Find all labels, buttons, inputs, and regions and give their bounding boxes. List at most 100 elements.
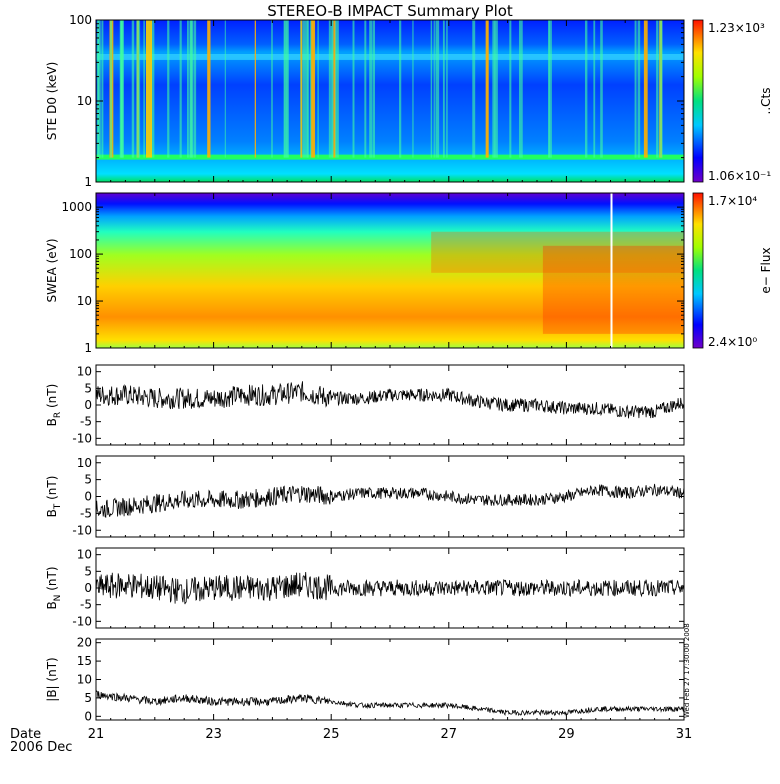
date-label: Date	[10, 727, 41, 742]
y-tick-label: 10	[77, 548, 92, 562]
y-tick-label: 10	[77, 673, 92, 687]
y-tick-label: -10	[72, 431, 92, 445]
ste-burst-streak	[110, 20, 113, 158]
y-tick-label: 0	[84, 581, 92, 595]
colorbar-max-label: 1.23×10³	[708, 21, 765, 35]
ste-burst-streak	[286, 20, 289, 158]
ste-burst-streak	[224, 20, 226, 158]
colorbar-title: e− Flux	[759, 247, 773, 293]
colorbar	[692, 19, 704, 183]
ste-burst-streak	[145, 20, 152, 158]
y-axis-label: STE D0 (keV)	[45, 62, 59, 141]
y-tick-label: 10	[77, 365, 92, 379]
ste-burst-streak	[509, 20, 512, 158]
ste-lower-cutoff	[96, 154, 684, 160]
ste-burst-streak	[121, 20, 123, 158]
y-tick-label: 1	[84, 341, 92, 355]
date-label-year-month: 2006 Dec	[10, 740, 72, 755]
y-tick-label: 5	[84, 473, 92, 487]
ste-burst-streak	[442, 20, 445, 158]
ste-burst-streak	[97, 20, 101, 158]
y-axis-label: BT (nT)	[45, 476, 63, 518]
y-tick-label: 20	[77, 636, 92, 650]
y-tick-label: 15	[77, 654, 92, 668]
y-axis-label: SWEA (eV)	[45, 238, 59, 302]
y-axis-label: BN (nT)	[45, 566, 63, 609]
y-tick-label: -5	[80, 506, 92, 520]
y-tick-label: 5	[84, 381, 92, 395]
ste-burst-streak	[136, 20, 141, 158]
swea-enhancement	[431, 231, 684, 273]
plot-title: STEREO-B IMPACT Summary Plot	[267, 2, 513, 20]
colorbar-min-label: 2.4×10⁰	[708, 335, 757, 349]
ste-burst-streak	[311, 20, 316, 158]
x-tick-label: 21	[88, 727, 105, 742]
ste-burst-streak	[412, 20, 414, 158]
ste-burst-streak	[131, 20, 135, 158]
ste-burst-streak	[472, 20, 476, 158]
ste-burst-streak	[352, 20, 355, 158]
y-tick-label: 10	[77, 294, 92, 308]
y-axis-label: BR (nT)	[45, 384, 63, 427]
y-tick-label: -10	[72, 614, 92, 628]
colorbar	[692, 192, 704, 349]
ste-burst-streak	[656, 20, 659, 158]
ste-burst-streak	[548, 20, 552, 158]
ste-burst-streak	[302, 20, 307, 158]
ste-burst-streak	[369, 20, 373, 158]
colorbar-min-label: 1.06×10⁻¹	[708, 169, 771, 183]
ste-burst-streak	[364, 20, 367, 158]
y-tick-label: 5	[84, 564, 92, 578]
ste-burst-streak	[435, 20, 440, 158]
x-tick-label: 25	[323, 727, 340, 742]
y-tick-label: 0	[84, 398, 92, 412]
ste-burst-streak	[335, 20, 339, 158]
ste-burst-streak	[101, 20, 104, 158]
panel-frame	[95, 638, 685, 721]
ste-burst-streak	[446, 20, 448, 158]
y-tick-label: 1	[84, 175, 92, 189]
swea-data-gap	[610, 193, 613, 348]
x-tick-label: 27	[441, 727, 458, 742]
ste-burst-streak	[317, 20, 319, 158]
colorbar-max-label: 1.7×10⁴	[708, 194, 757, 208]
ste-burst-streak	[634, 20, 637, 158]
ste-burst-streak	[372, 20, 376, 158]
ste-burst-streak	[430, 20, 433, 158]
ste-burst-streak	[485, 20, 488, 158]
y-tick-label: 5	[84, 691, 92, 705]
ste-energy-band	[96, 53, 684, 60]
ste-burst-streak	[492, 20, 496, 158]
y-tick-label: 100	[69, 247, 92, 261]
field-series-line	[95, 483, 685, 519]
ste-burst-streak	[333, 20, 336, 158]
y-tick-label: 1000	[61, 200, 92, 214]
swea-enhancement	[542, 245, 684, 334]
ste-burst-streak	[584, 20, 588, 158]
field-series-line	[95, 690, 685, 717]
field-series-line	[95, 571, 685, 605]
ste-burst-streak	[190, 20, 194, 158]
ste-burst-streak	[284, 20, 288, 158]
ste-burst-streak	[151, 20, 155, 158]
ste-burst-streak	[399, 20, 402, 158]
ste-burst-streak	[306, 20, 309, 158]
y-tick-label: 0	[84, 709, 92, 723]
ste-burst-streak	[332, 20, 334, 158]
y-tick-label: -10	[72, 523, 92, 537]
y-tick-label: -5	[80, 598, 92, 612]
ste-burst-streak	[300, 20, 302, 158]
x-tick-label: 31	[676, 727, 693, 742]
spectrogram-layer	[96, 20, 684, 348]
ste-burst-streak	[433, 20, 435, 158]
ste-burst-streak	[207, 20, 211, 158]
colorbar-title: ..Cts	[759, 88, 773, 115]
ste-burst-streak	[600, 20, 603, 158]
y-tick-label: 10	[77, 456, 92, 470]
ste-burst-streak	[330, 20, 333, 158]
ste-burst-streak	[643, 20, 648, 158]
ste-burst-streak	[167, 20, 170, 158]
y-tick-label: 100	[69, 13, 92, 27]
